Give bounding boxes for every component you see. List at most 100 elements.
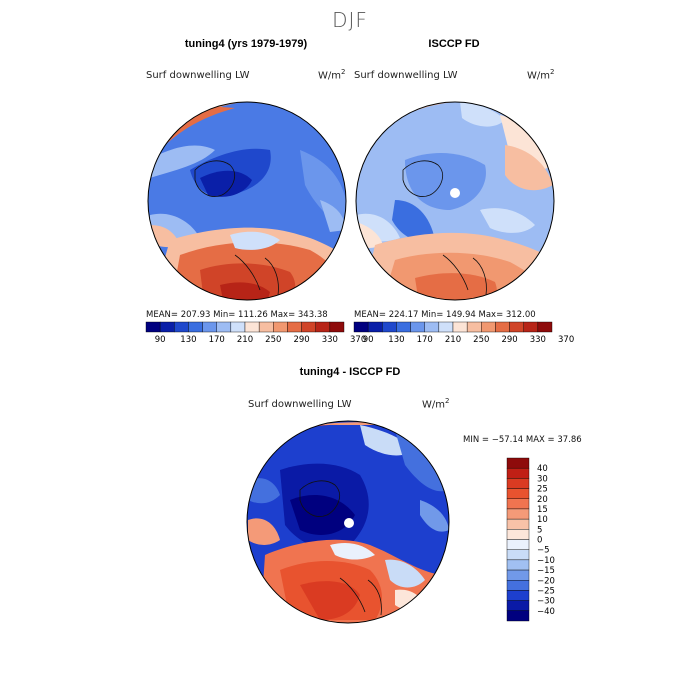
panel-1-variable: Surf downwelling LW <box>146 70 250 81</box>
colorbar-swatch <box>315 321 331 333</box>
map-fill <box>330 543 375 560</box>
colorbar-swatch <box>523 321 539 333</box>
map-fill <box>480 208 535 233</box>
panel-2-map-border <box>355 101 555 301</box>
map-fill <box>420 500 449 532</box>
colorbar-swatch <box>506 539 530 550</box>
colorbar-swatch <box>174 321 189 333</box>
diff-units: W/m2 <box>422 397 450 411</box>
colorbar-swatch <box>367 321 383 333</box>
colorbar-tick-label: −20 <box>537 576 555 586</box>
colorbar-tick-label: 15 <box>537 505 548 515</box>
colorbar-tick-label: 170 <box>417 335 433 345</box>
colorbar-swatch <box>188 321 203 333</box>
coastline <box>402 160 443 197</box>
map-fill <box>148 145 215 178</box>
colorbar-tick-label: −15 <box>537 566 555 576</box>
colorbar-swatch <box>506 559 530 571</box>
map-fill <box>385 559 425 588</box>
colorbar-tick-label: 130 <box>180 335 196 345</box>
colorbar-tick-label: 210 <box>445 335 461 345</box>
colorbar-tick-label: 170 <box>209 335 225 345</box>
colorbar-swatch <box>506 600 530 612</box>
colorbar-tick-label: 290 <box>293 335 309 345</box>
panel-1-stats: MEAN= 207.93 Min= 111.26 Max= 343.38 <box>146 310 328 320</box>
colorbar-tick-label: 250 <box>473 335 489 345</box>
colorbar-swatch <box>509 321 524 333</box>
colorbar-swatch <box>466 321 482 333</box>
colorbar-tick-label: 370 <box>558 335 574 345</box>
colorbar-tick-label: 30 <box>537 474 548 484</box>
coastlines <box>194 160 487 616</box>
diff-map <box>247 421 449 623</box>
diff-map-border <box>246 420 450 624</box>
colorbar-swatch <box>506 580 530 591</box>
panel-1-colorbar: 90 130 170 210 250 290 330 370 <box>145 321 366 345</box>
panel-2-units: W/m2 <box>527 68 555 82</box>
map-fill <box>505 145 553 191</box>
colorbar-tick-label: 40 <box>537 464 548 474</box>
colorbar-swatch <box>202 321 217 333</box>
colorbar-swatch <box>329 321 345 333</box>
colorbar-tick-label: 370 <box>350 335 366 345</box>
colorbar-swatch <box>495 321 510 333</box>
colorbar-swatch <box>506 478 530 489</box>
colorbar-swatch <box>506 498 530 510</box>
colorbar-swatch <box>506 529 530 540</box>
panel-2-variable: Surf downwelling LW <box>354 70 458 81</box>
map-fill <box>415 273 497 300</box>
map-fill <box>230 231 280 250</box>
colorbar-swatch <box>145 321 161 333</box>
colorbar-tick-label: 330 <box>322 335 338 345</box>
map-fill <box>248 518 280 545</box>
colorbar-swatch <box>452 321 468 333</box>
panel-2-title: ISCCP FD <box>428 38 480 50</box>
panel-2-map <box>356 102 554 300</box>
map-fill <box>290 495 355 535</box>
colorbar-swatch <box>506 457 530 469</box>
map-fill <box>248 478 280 504</box>
colorbar-swatch <box>258 321 274 333</box>
colorbar-tick-label: 20 <box>537 495 548 505</box>
colorbar-tick-label: 290 <box>501 335 517 345</box>
colorbar-swatch <box>287 321 302 333</box>
colorbar-swatch <box>506 488 530 499</box>
colorbar-swatch <box>537 321 553 333</box>
colorbar-swatch <box>506 467 530 479</box>
colorbar-swatch <box>382 321 397 333</box>
colorbar-tick-label: −10 <box>537 556 555 566</box>
colorbar-swatch <box>506 590 530 601</box>
pole-hole <box>344 518 354 528</box>
coastline <box>234 254 279 296</box>
colorbar-tick-label: 90 <box>155 335 166 345</box>
colorbar-swatch <box>506 518 530 530</box>
colorbar-swatch <box>230 321 246 333</box>
diff-variable: Surf downwelling LW <box>248 399 352 410</box>
diff-stats: MIN = −57.14 MAX = 37.86 <box>463 435 582 445</box>
panel-2-stats: MEAN= 224.17 Min= 149.94 Max= 312.00 <box>354 310 536 320</box>
coastline <box>299 480 340 517</box>
coastline <box>194 160 235 197</box>
colorbar-swatch <box>506 569 530 581</box>
colorbar-tick-label: 130 <box>388 335 404 345</box>
panel-1-map-border <box>147 101 347 301</box>
colorbar-swatch <box>424 321 440 333</box>
colorbar-swatch <box>353 321 369 333</box>
colorbar-swatch <box>301 321 316 333</box>
colorbar-swatch <box>216 321 232 333</box>
colorbar-tick-label: −40 <box>537 607 555 617</box>
colorbar-tick-label: 10 <box>537 515 548 525</box>
panel-1-units: W/m2 <box>318 68 346 82</box>
colorbar-tick-label: −25 <box>537 586 555 596</box>
map-fill <box>395 430 448 492</box>
colorbar-tick-label: 210 <box>237 335 253 345</box>
map-fill <box>392 200 435 242</box>
season-title: DJF <box>332 8 368 32</box>
map-fill <box>320 200 346 232</box>
colorbar-tick-label: 330 <box>530 335 546 345</box>
colorbar-tick-label: 0 <box>537 536 542 546</box>
colorbar-swatch <box>159 321 175 333</box>
map-fill <box>300 581 360 620</box>
